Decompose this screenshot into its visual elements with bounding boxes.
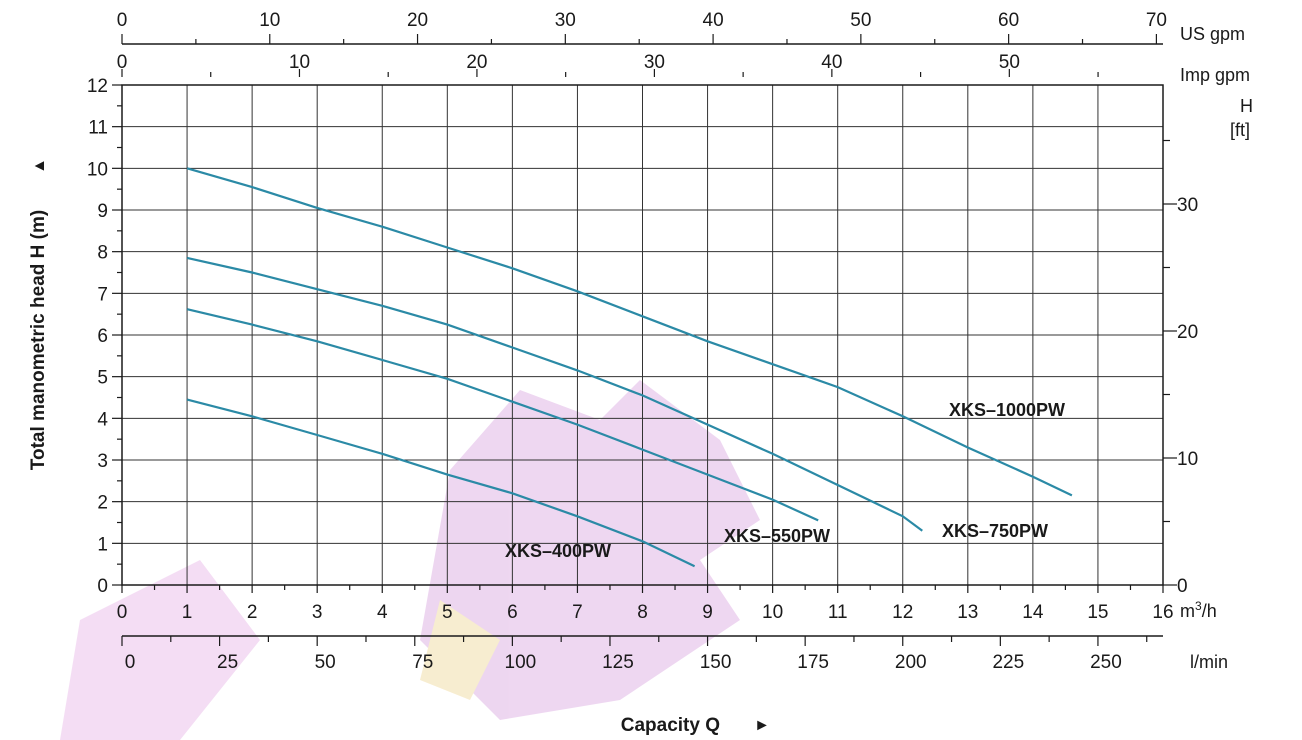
us-gpm-tick-label: 50	[850, 10, 871, 31]
y-tick-label: 11	[88, 118, 108, 139]
x-tick-label: 9	[702, 602, 713, 623]
y-tick-label: 8	[97, 243, 108, 264]
us-gpm-tick-label: 30	[555, 10, 576, 31]
y-tick-label: 10	[87, 159, 108, 180]
imp-gpm-tick-label: 50	[999, 52, 1020, 73]
curve-xks-400pw	[186, 398, 696, 568]
imp-gpm-tick-label: 20	[466, 52, 487, 73]
plot-grid	[122, 85, 1163, 585]
l-min-tick-label: 75	[412, 652, 433, 673]
series-labels: XKS–1000PW XKS–750PW XKS–550PW XKS–400PW	[505, 400, 1065, 561]
us-gpm-tick-label: 60	[998, 10, 1019, 31]
h-ft-tick-label: 10	[1177, 449, 1198, 470]
l-min-tick-label: 200	[895, 652, 927, 673]
label-xks-750pw: XKS–750PW	[942, 521, 1048, 541]
y-tick-label: 0	[97, 576, 108, 597]
imp-gpm-tick-label: 40	[821, 52, 842, 73]
y-tick-label: 5	[97, 368, 108, 389]
label-xks-400pw: XKS–400PW	[505, 541, 611, 561]
y-tick-label: 1	[97, 534, 108, 555]
l-min-tick-label: 250	[1090, 652, 1122, 673]
us-gpm-unit: US gpm	[1180, 24, 1245, 44]
y-tick-label: 12	[87, 76, 108, 97]
x-axis-arrow: ►	[754, 717, 770, 734]
l-min-unit: l/min	[1190, 652, 1228, 672]
x-tick-label: 4	[377, 602, 388, 623]
h-ft-tick-label: 30	[1177, 195, 1198, 216]
h-ft-tick-label: 20	[1177, 322, 1198, 343]
us-gpm-tick-label: 40	[703, 10, 724, 31]
pump-curves	[186, 167, 1073, 568]
l-min-tick-label: 125	[602, 652, 634, 673]
x-tick-label: 15	[1087, 602, 1108, 623]
x-tick-label: 14	[1022, 602, 1044, 623]
l-min-tick-label: 0	[125, 652, 136, 673]
us-gpm-tick-label: 20	[407, 10, 428, 31]
label-xks-550pw: XKS–550PW	[724, 526, 830, 546]
us-gpm-tick-label: 0	[117, 10, 128, 31]
h-ft-tick-label: 0	[1177, 576, 1188, 597]
m3h-unit: m3/h	[1180, 599, 1217, 621]
y-tick-label: 4	[97, 409, 108, 430]
imp-gpm-tick-label: 0	[117, 52, 128, 73]
us-gpm-tick-label: 10	[259, 10, 280, 31]
curve-xks-550pw	[186, 308, 819, 522]
y-tick-label: 7	[97, 284, 108, 305]
x-tick-label: 11	[828, 602, 848, 623]
x-tick-label: 3	[312, 602, 323, 623]
x-tick-label: 10	[762, 602, 783, 623]
x-tick-label: 1	[182, 602, 193, 623]
y-tick-label: 3	[97, 451, 108, 472]
curve-xks-750pw	[186, 256, 923, 532]
y-axis-arrow: ▲	[31, 158, 48, 174]
l-min-tick-label: 175	[797, 652, 829, 673]
x-tick-label: 2	[247, 602, 258, 623]
y-axis-title: Total manometric head H (m)	[28, 210, 49, 470]
x-tick-label: 7	[572, 602, 583, 623]
x-tick-label: 0	[117, 602, 128, 623]
l-min-tick-label: 150	[700, 652, 732, 673]
us-gpm-tick-label: 70	[1146, 10, 1167, 31]
x-tick-label: 8	[637, 602, 648, 623]
l-min-tick-label: 225	[992, 652, 1024, 673]
h-ft-unit-line1: H	[1240, 96, 1253, 116]
h-ft-unit-line2: [ft]	[1230, 120, 1250, 140]
y-tick-label: 9	[97, 201, 108, 222]
x-tick-label: 12	[892, 602, 913, 623]
imp-gpm-tick-label: 10	[289, 52, 310, 73]
y-tick-label: 6	[97, 326, 108, 347]
y-tick-label: 2	[97, 493, 108, 514]
curve-xks-1000pw	[186, 167, 1073, 497]
label-xks-1000pw: XKS–1000PW	[949, 400, 1065, 420]
l-min-tick-label: 25	[217, 652, 238, 673]
watermark-logo	[60, 380, 760, 740]
l-min-tick-label: 50	[315, 652, 336, 673]
imp-gpm-unit: Imp gpm	[1180, 65, 1250, 85]
l-min-tick-label: 100	[505, 652, 537, 673]
x-tick-label: 6	[507, 602, 518, 623]
imp-gpm-tick-label: 30	[644, 52, 665, 73]
x-axis-title: Capacity Q	[621, 715, 720, 736]
x-tick-label: 5	[442, 602, 453, 623]
x-tick-label: 13	[957, 602, 978, 623]
x-tick-label: 16	[1152, 602, 1173, 623]
